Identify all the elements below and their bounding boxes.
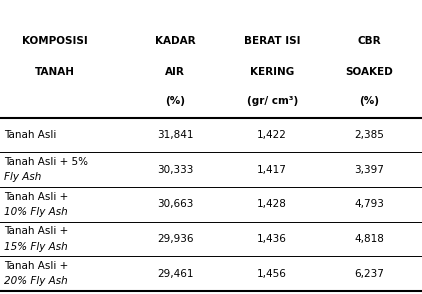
Text: 3,397: 3,397 <box>354 165 384 175</box>
Text: 31,841: 31,841 <box>157 130 193 140</box>
Text: 15% Fly Ash: 15% Fly Ash <box>4 242 68 252</box>
Text: 29,461: 29,461 <box>157 269 193 279</box>
Text: 1,436: 1,436 <box>257 234 287 244</box>
Text: 1,417: 1,417 <box>257 165 287 175</box>
Text: Tanah Asli: Tanah Asli <box>4 130 57 140</box>
Text: Fly Ash: Fly Ash <box>4 172 42 182</box>
Text: 10% Fly Ash: 10% Fly Ash <box>4 207 68 217</box>
Text: 6,237: 6,237 <box>354 269 384 279</box>
Text: 20% Fly Ash: 20% Fly Ash <box>4 276 68 286</box>
Text: Tanah Asli +: Tanah Asli + <box>4 261 68 271</box>
Text: 30,663: 30,663 <box>157 199 193 209</box>
Text: AIR: AIR <box>165 67 185 77</box>
Text: 1,422: 1,422 <box>257 130 287 140</box>
Text: 4,793: 4,793 <box>354 199 384 209</box>
Text: (gr/ cm³): (gr/ cm³) <box>246 96 298 106</box>
Text: KERING: KERING <box>250 67 294 77</box>
Text: KOMPOSISI: KOMPOSISI <box>22 36 88 46</box>
Text: BERAT ISI: BERAT ISI <box>244 36 300 46</box>
Text: TANAH: TANAH <box>35 67 75 77</box>
Text: SOAKED: SOAKED <box>345 67 393 77</box>
Text: KADAR: KADAR <box>155 36 195 46</box>
Text: 2,385: 2,385 <box>354 130 384 140</box>
Text: 1,428: 1,428 <box>257 199 287 209</box>
Text: 1,456: 1,456 <box>257 269 287 279</box>
Text: 29,936: 29,936 <box>157 234 193 244</box>
Text: (%): (%) <box>165 96 185 106</box>
Text: 30,333: 30,333 <box>157 165 193 175</box>
Text: Tanah Asli +: Tanah Asli + <box>4 192 68 202</box>
Text: CBR: CBR <box>357 36 381 46</box>
Text: 4,818: 4,818 <box>354 234 384 244</box>
Text: Tanah Asli + 5%: Tanah Asli + 5% <box>4 157 88 167</box>
Text: Tanah Asli +: Tanah Asli + <box>4 226 68 236</box>
Text: (%): (%) <box>359 96 379 106</box>
